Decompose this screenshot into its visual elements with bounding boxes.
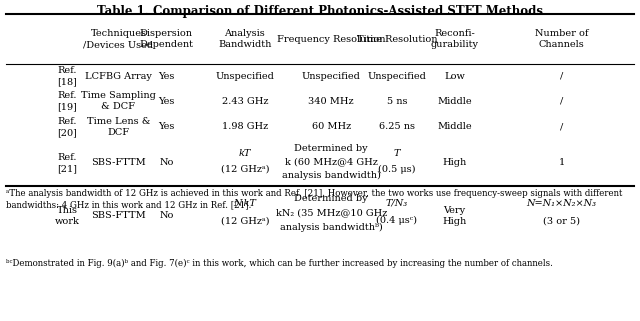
Text: Time Lens &
DCF: Time Lens & DCF — [86, 117, 150, 137]
Text: Table 1. Comparison of Different Photonics-Assisted STFT Methods: Table 1. Comparison of Different Photoni… — [97, 5, 543, 18]
Text: /: / — [560, 122, 563, 131]
Text: analysis bandwidth): analysis bandwidth) — [282, 170, 381, 180]
Text: SBS-FTTM: SBS-FTTM — [91, 211, 146, 221]
Text: (12 GHzᵃ): (12 GHzᵃ) — [221, 216, 269, 225]
Text: Unspecified: Unspecified — [302, 72, 360, 81]
Text: Determined by: Determined by — [294, 144, 368, 153]
Text: Yes: Yes — [158, 97, 175, 106]
Text: Dispersion
Dependent: Dispersion Dependent — [140, 29, 193, 49]
Text: k (60 MHz@4 GHz: k (60 MHz@4 GHz — [285, 157, 378, 166]
Text: ᵃThe analysis bandwidth of 12 GHz is achieved in this work and Ref. [21]. Howeve: ᵃThe analysis bandwidth of 12 GHz is ach… — [6, 189, 623, 209]
Text: (0.4 μsᶜ): (0.4 μsᶜ) — [376, 216, 417, 225]
Text: 5 ns: 5 ns — [387, 97, 407, 106]
Text: Yes: Yes — [158, 122, 175, 131]
Text: Ref.
[20]: Ref. [20] — [57, 117, 77, 137]
Text: Low: Low — [444, 72, 465, 81]
Text: 60 MHz: 60 MHz — [312, 122, 351, 131]
Text: Techniques
/Devices Used: Techniques /Devices Used — [83, 29, 154, 49]
Text: Middle: Middle — [437, 122, 472, 131]
Text: Unspecified: Unspecified — [216, 72, 274, 81]
Text: (12 GHzᵃ): (12 GHzᵃ) — [221, 165, 269, 174]
Text: Time Resolution: Time Resolution — [356, 35, 437, 44]
Text: ᵇᶜDemonstrated in Fig. 9(a)ᵇ and Fig. 7(e)ᶜ in this work, which can be further i: ᵇᶜDemonstrated in Fig. 9(a)ᵇ and Fig. 7(… — [6, 258, 553, 267]
Text: N=N₁×N₂×N₃: N=N₁×N₂×N₃ — [527, 198, 596, 208]
Text: Yes: Yes — [158, 72, 175, 81]
Text: Very
High: Very High — [442, 206, 467, 226]
Text: 6.25 ns: 6.25 ns — [379, 122, 415, 131]
Text: Frequency Resolution: Frequency Resolution — [277, 35, 385, 44]
Text: (3 or 5): (3 or 5) — [543, 216, 580, 225]
Text: Middle: Middle — [437, 97, 472, 106]
Text: No: No — [159, 211, 173, 221]
Text: Time Sampling
& DCF: Time Sampling & DCF — [81, 91, 156, 111]
Text: Ref.
[19]: Ref. [19] — [57, 91, 77, 111]
Text: Unspecified: Unspecified — [367, 72, 426, 81]
Text: 1.98 GHz: 1.98 GHz — [221, 122, 268, 131]
Text: kT: kT — [239, 149, 251, 158]
Text: Reconfi-
gurability: Reconfi- gurability — [430, 29, 479, 49]
Text: Analysis
Bandwidth: Analysis Bandwidth — [218, 29, 271, 49]
Text: 1: 1 — [559, 158, 564, 168]
Text: Ref.
[18]: Ref. [18] — [57, 66, 77, 86]
Text: /: / — [560, 97, 563, 106]
Text: 2.43 GHz: 2.43 GHz — [221, 97, 268, 106]
Text: /: / — [560, 72, 563, 81]
Text: High: High — [442, 158, 467, 168]
Text: Number of
Channels: Number of Channels — [535, 29, 588, 49]
Text: T/N₃: T/N₃ — [386, 198, 408, 208]
Text: SBS-FTTM: SBS-FTTM — [91, 158, 146, 168]
Text: analysis bandwidthᵇ): analysis bandwidthᵇ) — [280, 222, 383, 232]
Text: This
work: This work — [55, 206, 79, 226]
Text: LCFBG Array: LCFBG Array — [85, 72, 152, 81]
Text: T: T — [394, 149, 400, 158]
Text: 340 MHz: 340 MHz — [308, 97, 354, 106]
Text: No: No — [159, 158, 173, 168]
Text: Ref.
[21]: Ref. [21] — [57, 153, 77, 173]
Text: kN₂ (35 MHz@10 GHz: kN₂ (35 MHz@10 GHz — [275, 208, 387, 217]
Text: Determined by: Determined by — [294, 194, 368, 203]
Text: (0.5 μs): (0.5 μs) — [378, 165, 415, 174]
Text: NᵢkT: NᵢkT — [234, 198, 256, 208]
